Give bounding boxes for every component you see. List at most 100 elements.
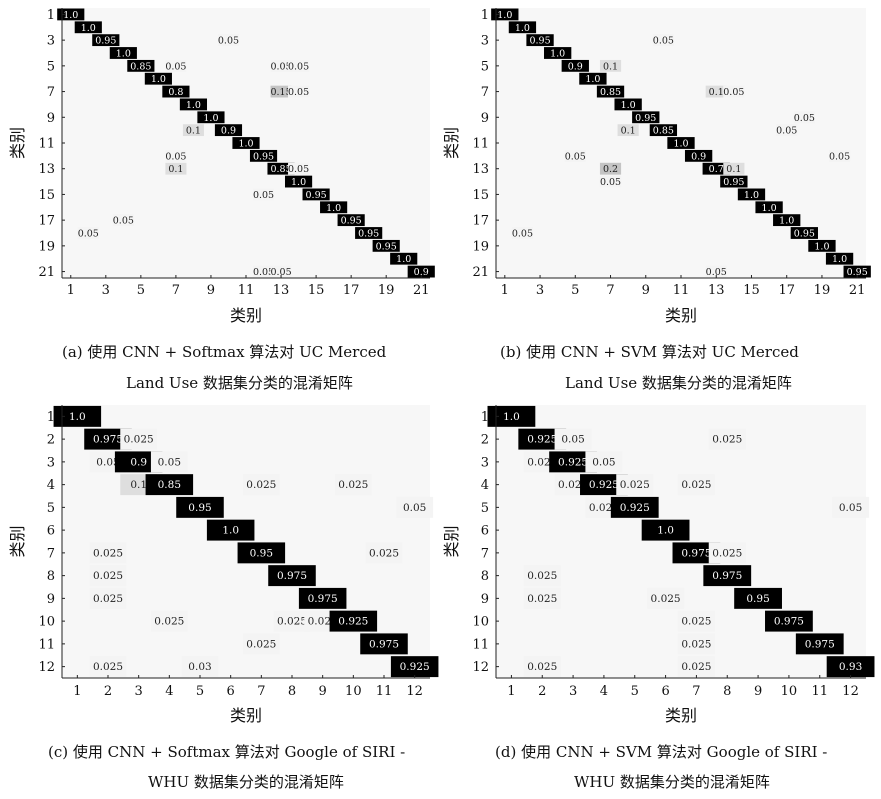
- matrix-cell: [396, 496, 434, 518]
- cell-value-label: 1.0: [585, 74, 600, 85]
- matrix-cell: [74, 21, 102, 34]
- matrix-cell: [599, 59, 622, 72]
- matrix-cell: [390, 252, 418, 265]
- matrix-cell: [337, 214, 365, 227]
- matrix-cell: [89, 656, 127, 678]
- x-tick-label: 9: [319, 684, 327, 699]
- matrix-cell: [705, 265, 727, 278]
- cell-value-label: 0.025: [681, 616, 711, 628]
- matrix-cell: [677, 474, 715, 496]
- matrix-cell: [89, 542, 127, 564]
- x-tick-label: 17: [343, 283, 360, 298]
- matrix-cell: [793, 111, 815, 124]
- matrix-cell: [616, 474, 654, 496]
- cell-value-label: 0.95: [358, 229, 379, 240]
- matrix-cell: [273, 610, 311, 632]
- matrix-cell: [249, 149, 278, 162]
- matrix-cell: [702, 162, 730, 175]
- cell-value-label: 0.975: [308, 593, 338, 605]
- cell-value-label: 0.85: [653, 126, 674, 137]
- cell-value-label: 0.025: [527, 570, 557, 582]
- matrix-cell: [773, 214, 801, 227]
- cell-value-label: 0.05: [253, 267, 274, 278]
- x-axis-title: 类别: [230, 306, 262, 325]
- x-tick-label: 1: [507, 684, 515, 699]
- matrix-cell: [176, 496, 224, 518]
- x-tick-label: 9: [207, 283, 215, 298]
- matrix-cell: [206, 519, 255, 541]
- matrix-cell: [723, 85, 745, 98]
- cell-value-label: 0.1: [709, 87, 724, 98]
- x-tick-label: 11: [376, 684, 393, 699]
- x-tick-label: 9: [642, 283, 650, 298]
- matrix-cell: [150, 610, 188, 632]
- cell-value-label: 0.975: [369, 638, 399, 650]
- cell-value-label: 0.95: [635, 113, 656, 124]
- cell-value-label: 1.0: [832, 254, 847, 265]
- x-tick-label: 13: [708, 283, 725, 298]
- cell-value-label: 0.025: [527, 593, 557, 605]
- matrix-cell: [610, 496, 659, 518]
- x-tick-label: 1: [73, 684, 81, 699]
- matrix-cell: [703, 565, 752, 587]
- cell-value-label: 0.025: [681, 661, 711, 673]
- x-tick-label: 19: [814, 283, 831, 298]
- matrix-cell: [617, 124, 639, 137]
- caption-c-line1: (c) 使用 CNN + Softmax 算法对 Google of SIRI …: [48, 743, 406, 761]
- matrix-cell: [120, 428, 158, 450]
- matrix-cell: [684, 149, 713, 162]
- cell-value-label: 0.05: [600, 177, 621, 188]
- cell-value-label: 0.85: [600, 87, 621, 98]
- x-tick-label: 15: [308, 283, 325, 298]
- cell-value-label: 0.975: [774, 616, 804, 628]
- cell-value-label: 0.025: [369, 547, 399, 559]
- x-tick-label: 8: [723, 684, 731, 699]
- cell-value-label: 0.925: [338, 616, 368, 628]
- matrix-cell: [288, 85, 310, 98]
- cell-value-label: 0.7: [709, 164, 724, 175]
- matrix-cell: [580, 474, 628, 496]
- matrix-cell: [109, 47, 137, 59]
- x-tick-label: 6: [661, 684, 669, 699]
- y-tick-label: 4: [481, 478, 489, 493]
- cell-value-label: 0.95: [253, 151, 274, 162]
- cell-value-label: 0.025: [93, 661, 123, 673]
- matrix-cell: [112, 214, 134, 227]
- y-tick-label: 10: [38, 615, 55, 630]
- matrix-cell: [723, 162, 745, 175]
- y-tick-label: 4: [47, 478, 55, 493]
- matrix-cell: [145, 474, 194, 496]
- cell-value-label: 0.05: [403, 502, 426, 514]
- x-tick-label: 7: [257, 684, 265, 699]
- y-tick-label: 1: [481, 8, 489, 23]
- matrix-cell: [511, 227, 533, 239]
- cell-value-label: 1.0: [779, 216, 794, 227]
- matrix-cell: [237, 542, 286, 564]
- x-tick-label: 8: [288, 684, 296, 699]
- cell-value-label: 1.0: [503, 411, 520, 423]
- matrix-cell: [242, 474, 280, 496]
- x-tick-label: 3: [135, 684, 143, 699]
- cell-value-label: 0.05: [653, 36, 674, 47]
- cell-value-label: 0.1: [168, 164, 183, 175]
- matrix-cell: [270, 85, 292, 98]
- x-tick-label: 7: [692, 684, 700, 699]
- cell-value-label: 0.025: [527, 661, 557, 673]
- x-tick-label: 11: [673, 283, 690, 298]
- y-axis-title: 类别: [8, 127, 27, 159]
- matrix-cell: [599, 162, 622, 175]
- cell-value-label: 0.8: [168, 87, 183, 98]
- cell-value-label: 0.025: [93, 570, 123, 582]
- cell-value-label: 0.025: [712, 547, 742, 559]
- y-tick-label: 6: [47, 524, 55, 539]
- caption-a-line1: (a) 使用 CNN + Softmax 算法对 UC Merced: [62, 343, 387, 361]
- cell-value-label: 0.025: [246, 638, 276, 650]
- y-tick-label: 11: [38, 137, 55, 152]
- cell-value-label: 1.0: [762, 203, 777, 214]
- matrix-cell: [179, 98, 208, 111]
- cell-value-label: 0.95: [376, 241, 397, 252]
- cell-value-label: 0.05: [165, 151, 186, 162]
